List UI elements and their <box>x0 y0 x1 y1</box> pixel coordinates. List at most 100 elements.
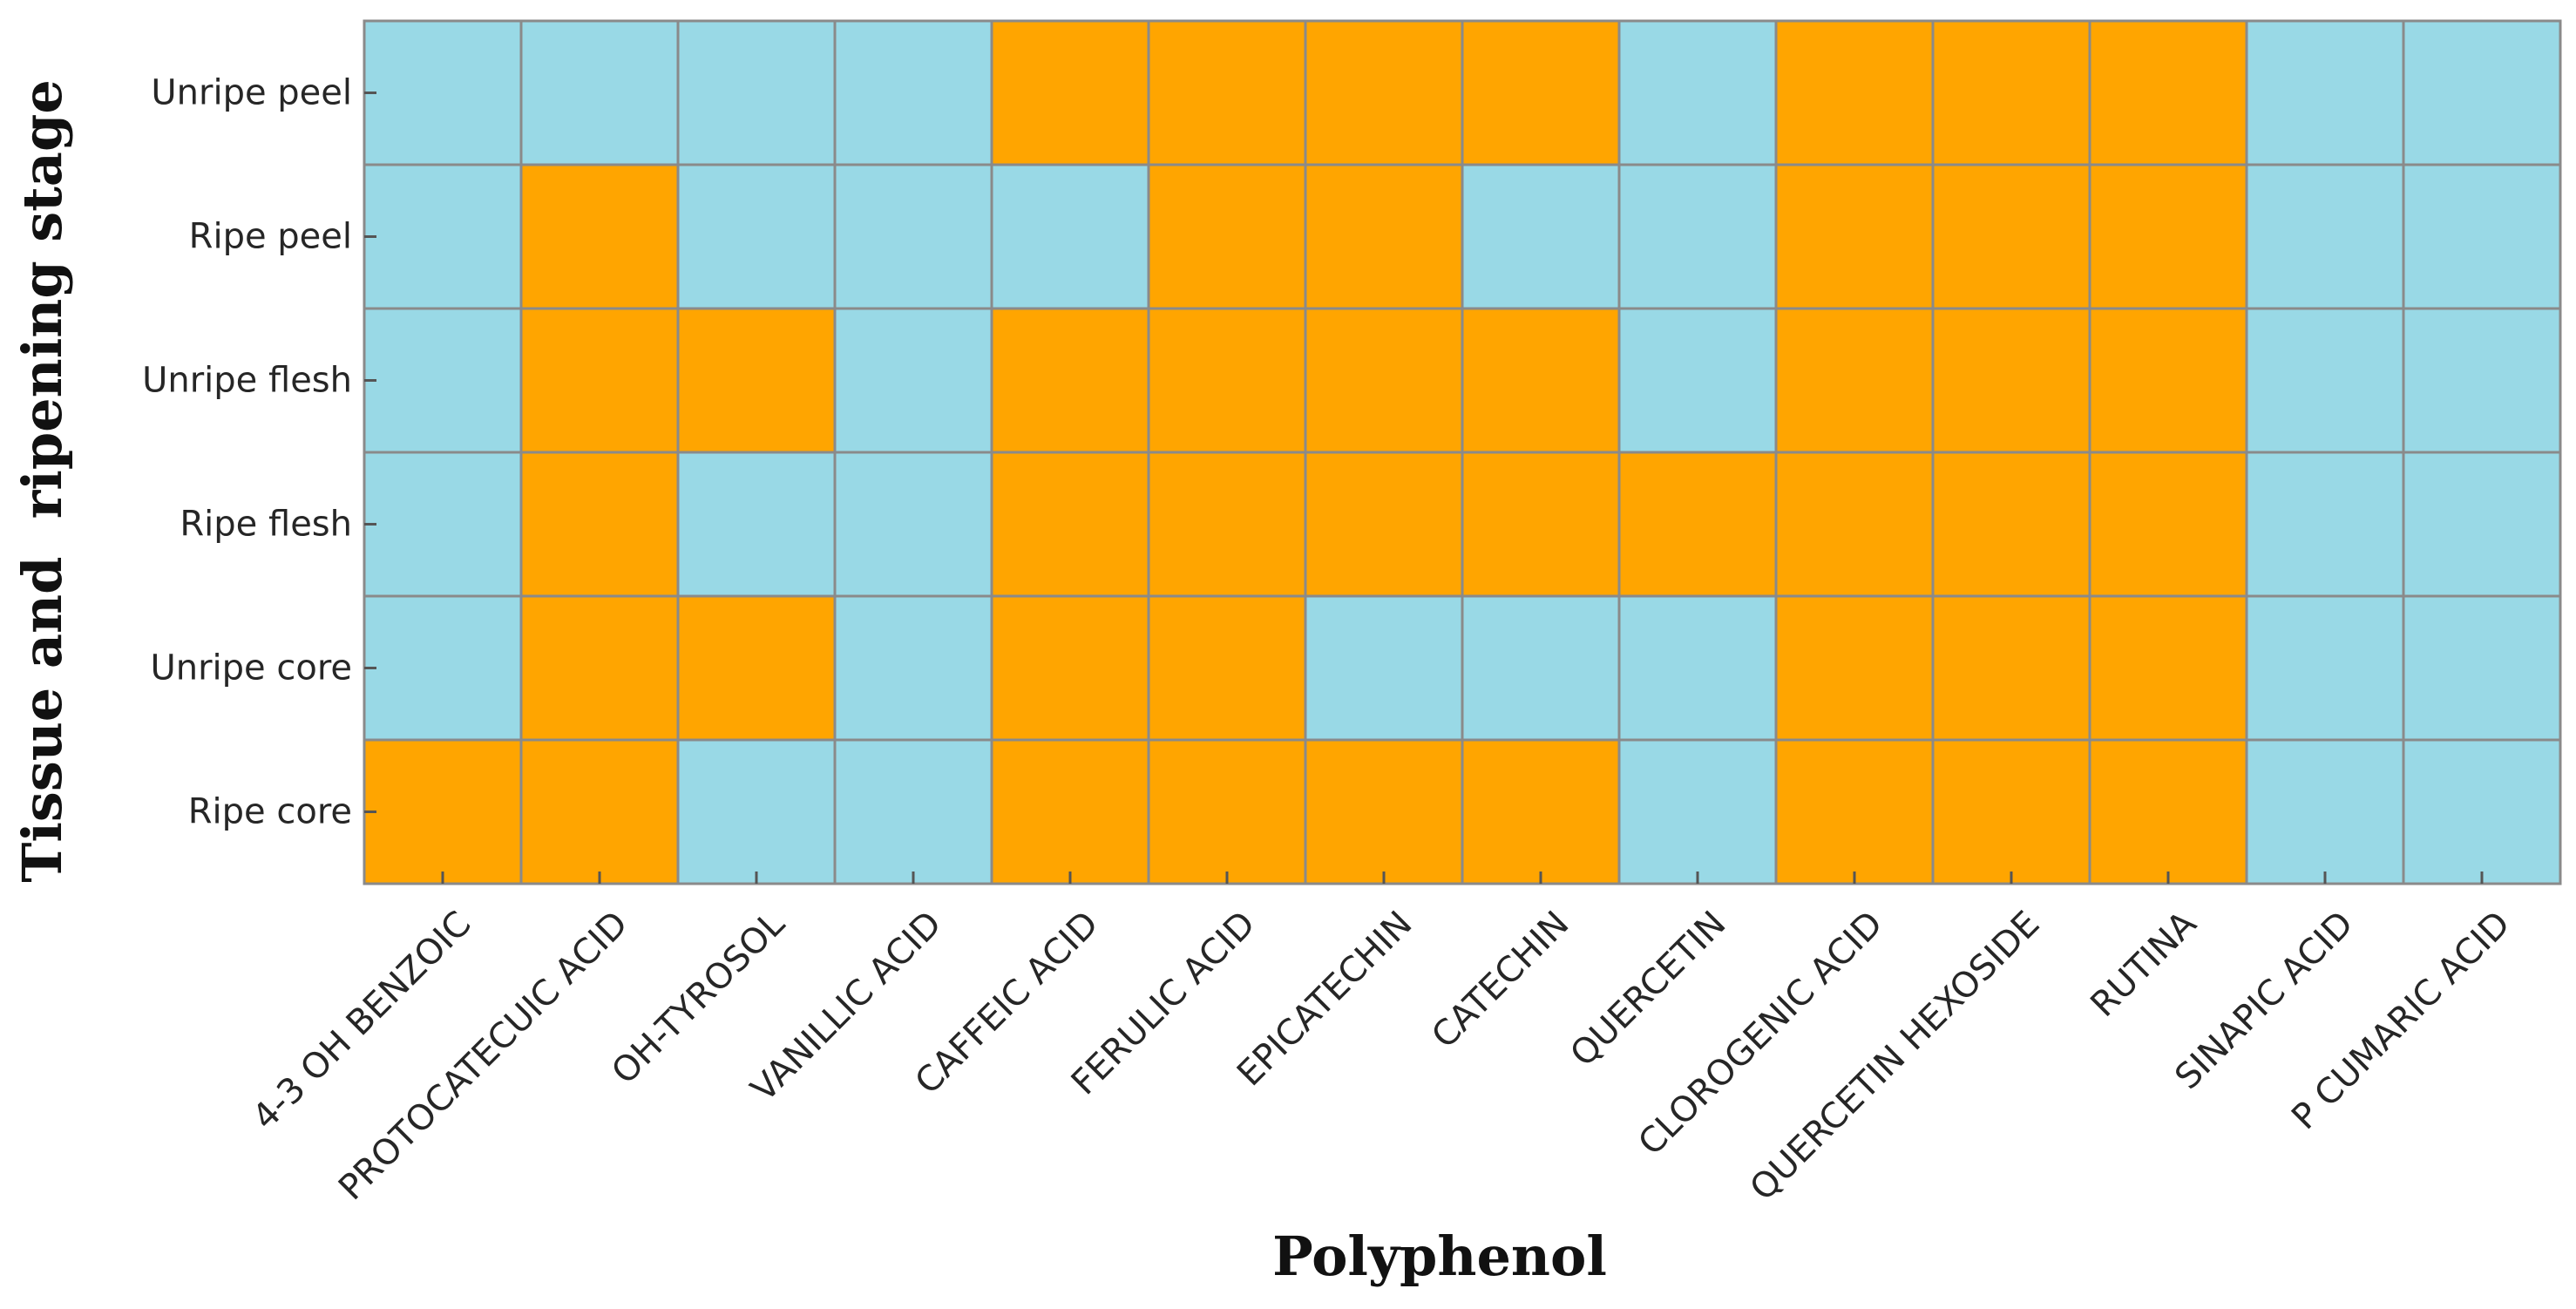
x-axis-title: Polyphenol <box>1272 1224 1607 1288</box>
y-tick-label: Unripe flesh <box>142 361 352 401</box>
y-tick-label: Ripe peel <box>189 217 352 257</box>
heatmap-cell <box>1774 594 1935 742</box>
x-tick-label: RUTINA <box>2083 903 2204 1024</box>
heatmap-cell <box>833 307 993 454</box>
y-tick-label: Unripe core <box>150 648 352 688</box>
heatmap-cell <box>1147 19 1307 166</box>
heatmap-cell <box>1774 19 1935 166</box>
heatmap-cell <box>676 451 837 598</box>
heatmap-cell <box>519 19 680 166</box>
x-tick-label: PROTOCATECUIC ACID <box>331 904 635 1208</box>
heatmap-cell <box>1147 594 1307 742</box>
heatmap-cell <box>2088 594 2248 742</box>
heatmap-cell <box>363 451 523 598</box>
heatmap-cell <box>990 19 1150 166</box>
heatmap-cell <box>1931 451 2091 598</box>
heatmap-cell <box>1774 738 1935 885</box>
x-tick-label: QUERCETIN HEXOSIDE <box>1743 904 2048 1209</box>
y-tick-labels: Unripe peel Ripe peel Unripe flesh Ripe fle… <box>142 73 376 832</box>
heatmap-cell <box>833 738 993 885</box>
heatmap-cell <box>676 19 837 166</box>
y-tick-label: Ripe flesh <box>180 505 352 545</box>
heatmap-cell <box>676 163 837 310</box>
heatmap-cell <box>1931 19 2091 166</box>
y-tick-label: Ripe core <box>188 792 352 832</box>
heatmap-cell <box>363 19 523 166</box>
heatmap-cell <box>519 451 680 598</box>
heatmap-cell <box>2088 19 2248 166</box>
heatmap-cell <box>1617 163 1778 310</box>
heatmap-cell <box>2088 738 2248 885</box>
heatmap-cell <box>519 163 680 310</box>
heatmap-cell <box>363 594 523 742</box>
heatmap-cell <box>1774 451 1935 598</box>
heatmap-cell <box>1774 163 1935 310</box>
heatmap-cell <box>990 594 1150 742</box>
heatmap-cell <box>1617 738 1778 885</box>
heatmap-cell <box>2402 451 2562 598</box>
heatmap-cell <box>519 307 680 454</box>
heatmap-cell <box>1617 594 1778 742</box>
heatmap-cell <box>2245 163 2405 310</box>
heatmap-cell <box>1304 163 1464 310</box>
heatmap-cell <box>1617 19 1778 166</box>
heatmap-cell <box>1931 594 2091 742</box>
heatmap-cell <box>676 594 837 742</box>
heatmap-cell <box>1931 163 2091 310</box>
heatmap-cell <box>1461 594 1621 742</box>
heatmap-cell <box>2245 738 2405 885</box>
heatmap-cell <box>2402 738 2562 885</box>
heatmap-cell <box>363 738 523 885</box>
heatmap-cell <box>1617 451 1778 598</box>
heatmap-border <box>363 19 2562 885</box>
heatmap-cell <box>1304 451 1464 598</box>
heatmap-cell <box>519 594 680 742</box>
heatmap-cell <box>1617 307 1778 454</box>
heatmap-cell <box>2088 451 2248 598</box>
heatmap-cell <box>363 307 523 454</box>
heatmap-cell <box>1931 307 2091 454</box>
heatmap-cell <box>990 307 1150 454</box>
y-tick-label: Unripe peel <box>151 73 352 113</box>
heatmap-cell <box>2245 451 2405 598</box>
heatmap-cell <box>833 594 993 742</box>
y-axis-title: Tissue and ripening stage <box>10 79 74 883</box>
heatmap-cell <box>363 163 523 310</box>
heatmap-cell <box>2402 307 2562 454</box>
heatmap-cell <box>1461 19 1621 166</box>
heatmap-cell <box>2402 594 2562 742</box>
heatmap-cell <box>1461 163 1621 310</box>
heatmap-cell <box>990 451 1150 598</box>
heatmap-cell <box>1147 738 1307 885</box>
x-tick-label: QUERCETIN <box>1563 904 1733 1075</box>
heatmap-cell <box>676 738 837 885</box>
heatmap-cell <box>2245 19 2405 166</box>
heatmap-cell <box>1304 307 1464 454</box>
heatmap-cell <box>1304 738 1464 885</box>
heatmap-cell <box>2402 163 2562 310</box>
heatmap-cell <box>2088 163 2248 310</box>
heatmap-cell <box>1461 738 1621 885</box>
heatmap-cell <box>990 738 1150 885</box>
heatmap-cell <box>833 19 993 166</box>
heatmap-cell <box>1461 451 1621 598</box>
heatmap-cell <box>990 163 1150 310</box>
heatmap-cell <box>1147 163 1307 310</box>
heatmap-cell <box>2245 307 2405 454</box>
heatmap-cell <box>1147 451 1307 598</box>
heatmap-cell <box>1774 307 1935 454</box>
heatmap-cells <box>363 19 2562 885</box>
heatmap-cell <box>833 451 993 598</box>
heatmap-cell <box>1931 738 2091 885</box>
x-tick-label: CATECHIN <box>1424 904 1576 1056</box>
heatmap-cell <box>833 163 993 310</box>
heatmap-cell <box>1304 594 1464 742</box>
heatmap-cell <box>1147 307 1307 454</box>
heatmap-cell <box>519 738 680 885</box>
heatmap-frame <box>363 19 2562 885</box>
heatmap-cell <box>1304 19 1464 166</box>
heatmap-cell <box>2245 594 2405 742</box>
heatmap-cell <box>1461 307 1621 454</box>
